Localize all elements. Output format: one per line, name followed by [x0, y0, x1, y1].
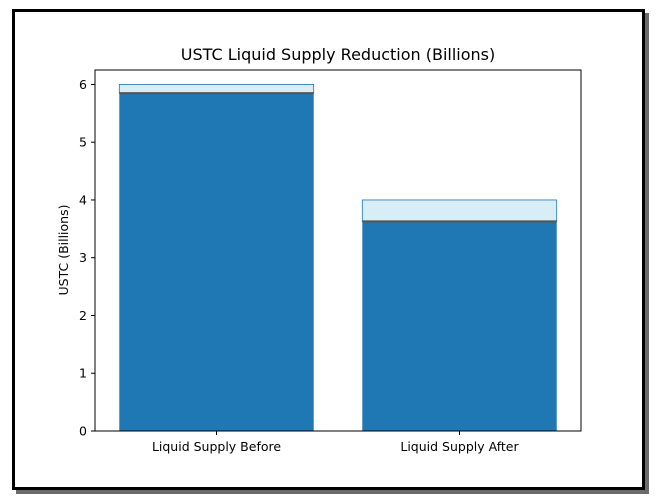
y-tick-label-6: 6 — [79, 77, 87, 92]
x-tick-label-2: Liquid Supply After — [400, 439, 519, 454]
x-tick-label-1: Liquid Supply Before — [152, 439, 281, 454]
y-tick-label-5: 5 — [79, 135, 87, 150]
y-axis-label: USTC (Billions) — [56, 205, 71, 296]
bar-cap-1 — [118, 84, 315, 94]
x-ticks-group: Liquid Supply Before Liquid Supply After — [152, 431, 519, 454]
y-ticks-group: 0 1 2 3 4 5 6 — [79, 77, 95, 439]
plot-area-border — [94, 69, 582, 432]
bar-1 — [119, 93, 314, 431]
bar-2 — [362, 221, 557, 431]
y-tick-label-0: 0 — [79, 424, 87, 439]
y-tick-label-3: 3 — [79, 250, 87, 265]
y-tick-label-2: 2 — [79, 308, 87, 323]
y-tick-label-1: 1 — [79, 366, 87, 381]
bar-cap-2 — [361, 199, 558, 222]
y-tick-label-4: 4 — [79, 192, 87, 207]
chart-title: USTC Liquid Supply Reduction (Billions) — [181, 45, 496, 64]
bars-group — [118, 84, 558, 431]
